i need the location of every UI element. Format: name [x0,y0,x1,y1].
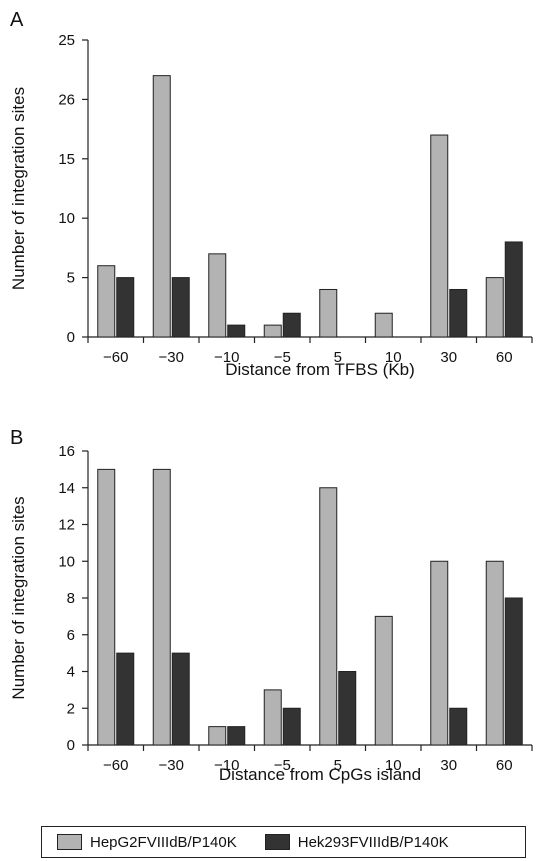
x-tick-label: −5 [274,757,291,774]
bar-hek293 [449,707,468,746]
y-axis-label: Number of integration sites [9,87,28,290]
bar-hek293 [227,726,246,746]
bar-hek293 [504,241,523,338]
bar-hek293 [449,288,468,338]
bar-hepg2 [430,134,449,338]
bar-hepg2 [374,312,393,338]
bar-hepg2 [485,277,504,338]
bar-hepg2 [152,468,171,746]
x-tick-label: −10 [214,757,239,774]
bar-hepg2 [485,560,504,746]
x-tick-label: 5 [334,349,342,366]
x-tick-label: 60 [496,349,513,366]
x-tick-label: −30 [159,757,184,774]
y-axis-label: Number of integration sites [9,496,28,699]
y-tick-label: 5 [67,270,75,287]
legend-swatch-hek293 [264,834,290,850]
bar-hepg2 [374,615,393,746]
bar-hek293 [116,652,135,746]
bar-hek293 [171,277,190,338]
legend-label-hepg2: HepG2FVIIIdB/P140K [90,833,237,851]
x-tick-label: 60 [496,757,513,774]
x-tick-label: −30 [159,349,184,366]
x-axis-label: Distance from TFBS (Kb) [225,360,415,379]
bar-hepg2 [319,288,338,338]
bar-hepg2 [208,726,227,746]
x-tick-label: −5 [274,349,291,366]
x-axis-label: Distance from CpGs island [219,765,421,784]
y-tick-label: 6 [67,627,75,644]
bar-hek293 [171,652,190,746]
y-tick-label: 10 [58,210,75,227]
x-tick-label: 10 [385,349,402,366]
legend: HepG2FVIIIdB/P140K Hek293FVIIIdB/P140K [41,826,526,858]
bar-hek293 [227,324,246,338]
legend-label-hek293: Hek293FVIIIdB/P140K [297,833,449,851]
y-tick-label: 0 [67,737,75,754]
bar-hek293 [116,277,135,338]
bar-hepg2 [263,324,282,338]
y-tick-label: 0 [67,329,75,346]
bar-hepg2 [430,560,449,746]
y-tick-label: 14 [58,480,75,497]
panel-label: B [10,427,23,449]
panel-label: A [10,9,24,31]
bar-hepg2 [208,253,227,338]
x-tick-label: −60 [103,349,128,366]
x-tick-label: 30 [440,349,457,366]
y-tick-label: 16 [58,443,75,460]
bar-hepg2 [152,75,171,338]
y-tick-label: 26 [58,91,75,108]
x-tick-label: 5 [334,757,342,774]
legend-swatch-hepg2 [57,834,82,850]
bar-hek293 [282,312,301,338]
bar-hepg2 [97,468,116,746]
y-tick-label: 10 [58,553,75,570]
bar-hepg2 [263,689,282,746]
y-tick-label: 15 [58,151,75,168]
y-tick-label: 8 [67,590,75,607]
legend-item-hepg2: HepG2FVIIIdB/P140K [57,834,237,851]
bar-hek293 [504,597,523,746]
y-tick-label: 2 [67,700,75,717]
legend-item-hek293: Hek293FVIIIdB/P140K [264,833,449,851]
bar-hek293 [338,671,357,746]
y-tick-label: 25 [58,32,75,49]
x-tick-label: 30 [440,757,457,774]
x-tick-label: −60 [103,757,128,774]
x-tick-label: −10 [214,349,239,366]
bar-hepg2 [97,265,116,338]
y-tick-label: 12 [58,517,75,534]
x-tick-label: 10 [385,757,402,774]
bar-hepg2 [319,487,338,746]
y-tick-label: 4 [67,664,75,681]
bar-hek293 [282,707,301,746]
